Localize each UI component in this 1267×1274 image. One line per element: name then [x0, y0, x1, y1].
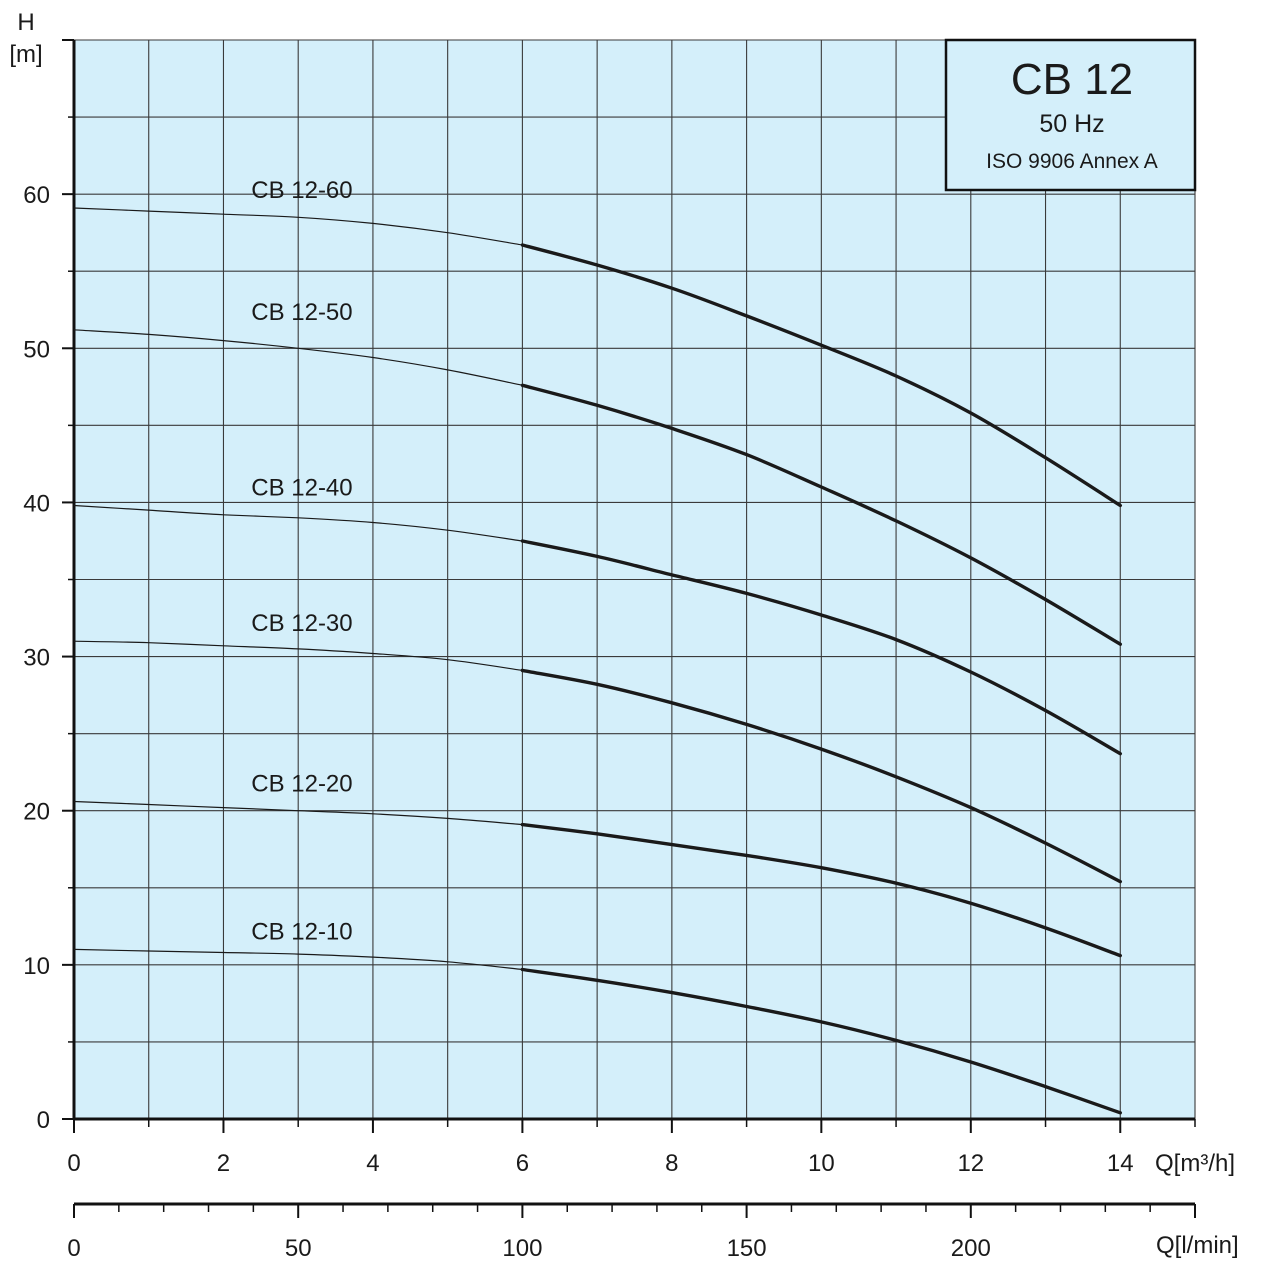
chart-title: CB 12	[1011, 55, 1133, 104]
curve-cb-12-10-extended	[73, 948, 523, 971]
curve-cb-12-10	[520, 967, 1122, 1115]
curve-cb-12-40-extended	[73, 504, 523, 542]
curve-cb-12-20-extended	[73, 800, 523, 826]
curve-cb-12-60	[520, 243, 1122, 508]
x-tick-label: 2	[217, 1150, 230, 1177]
curve-label: CB 12-50	[251, 299, 352, 326]
curve-label: CB 12-30	[251, 610, 352, 637]
curve-label: CB 12-10	[251, 918, 352, 945]
curve-label: CB 12-40	[251, 475, 352, 502]
y-axis-label: H	[17, 9, 34, 36]
x-secondary-tick-label: 150	[727, 1235, 767, 1262]
curve-cb-12-60-extended	[73, 207, 523, 246]
curve-cb-12-30	[520, 668, 1122, 884]
grid	[74, 39, 1196, 1119]
y-tick-label: 60	[23, 182, 50, 209]
x-tick-label: 12	[957, 1150, 984, 1177]
chart-subtitle: 50 Hz	[1039, 110, 1104, 138]
x-secondary-tick-label: 50	[285, 1235, 312, 1262]
curve-cb-12-50-extended	[73, 329, 523, 386]
axes: 0 10 20 30 40 50 60 0 2 4 6 8 10 12 14 0 50 100 150 200	[23, 39, 1196, 1262]
y-tick-label: 50	[23, 336, 50, 363]
y-tick-label: 30	[23, 645, 50, 672]
curve-label: CB 12-60	[251, 177, 352, 204]
x-secondary-tick-label: 200	[951, 1235, 991, 1262]
curve-cb-12-40	[520, 539, 1122, 756]
y-tick-label: 20	[23, 799, 50, 826]
y-tick-label: 0	[37, 1107, 50, 1134]
curve-cb-12-20	[520, 822, 1122, 958]
x-tick-label: 6	[516, 1150, 529, 1177]
x-axis-label: Q[m³/h]	[1155, 1150, 1235, 1177]
x-tick-label: 4	[366, 1150, 379, 1177]
title-box: CB 12 50 Hz ISO 9906 Annex A	[944, 38, 1197, 192]
chart-standard: ISO 9906 Annex A	[986, 150, 1158, 173]
title-box-frame	[944, 38, 1197, 192]
x-tick-label: 0	[67, 1150, 80, 1177]
curve-cb-12-30-extended	[73, 640, 523, 671]
x-secondary-tick-label: 0	[67, 1235, 80, 1262]
curve-label: CB 12-20	[251, 770, 352, 797]
curves	[73, 207, 1122, 1115]
y-tick-label: 10	[23, 953, 50, 980]
y-axis-unit: [m]	[9, 41, 42, 68]
x-tick-label: 14	[1107, 1150, 1134, 1177]
x-secondary-tick-label: 100	[502, 1235, 542, 1262]
curve-cb-12-50	[520, 383, 1122, 646]
x-tick-label: 10	[808, 1150, 835, 1177]
x-tick-label: 8	[665, 1150, 678, 1177]
x-axis-secondary-label: Q[l/min]	[1156, 1232, 1239, 1259]
curve-labels: CB 12-10 CB 12-20 CB 12-30 CB 12-40 CB 12-50…	[251, 177, 352, 945]
y-tick-label: 40	[23, 490, 50, 517]
